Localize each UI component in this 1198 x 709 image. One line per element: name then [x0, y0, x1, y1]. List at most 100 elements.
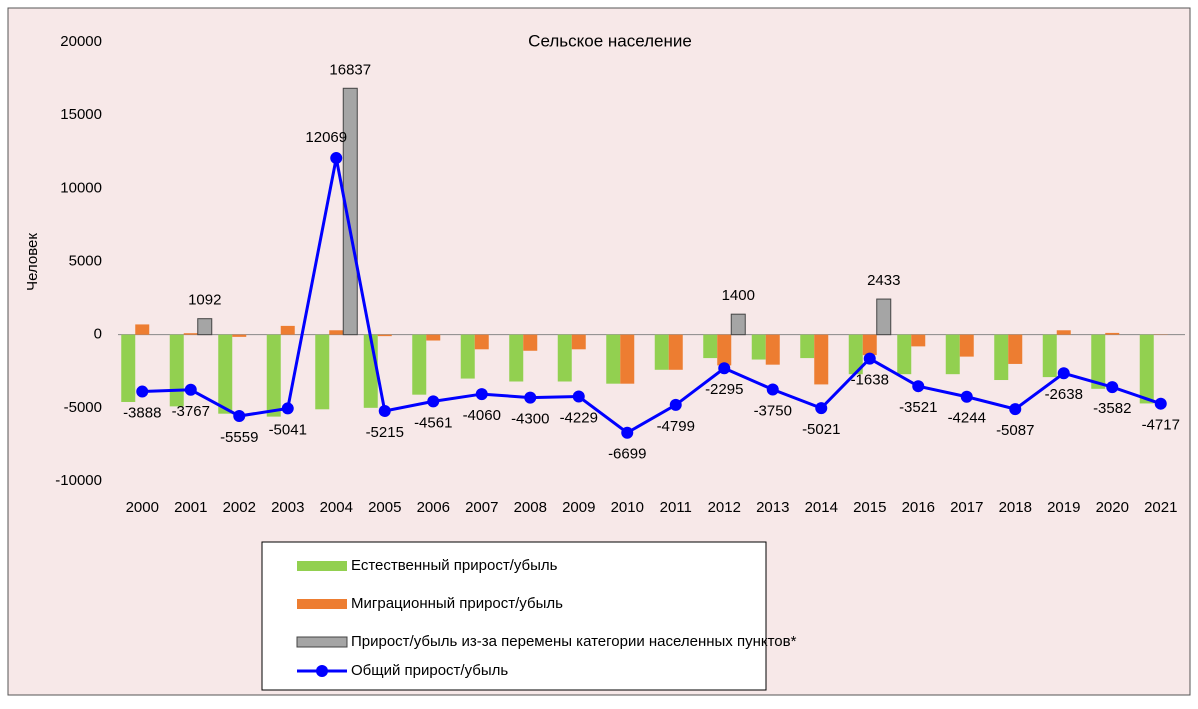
data-label: -4561 [414, 414, 452, 431]
x-tick-label: 2012 [708, 499, 741, 516]
bar [281, 326, 295, 335]
legend-marker [316, 665, 328, 677]
bar [329, 330, 343, 334]
x-tick-label: 2004 [320, 499, 353, 516]
data-label: 16837 [329, 61, 371, 78]
marker [185, 384, 197, 396]
data-label: -1638 [851, 372, 889, 389]
x-tick-label: 2006 [417, 499, 450, 516]
bar [1057, 330, 1071, 334]
y-tick-label: 20000 [60, 33, 102, 50]
x-tick-label: 2009 [562, 499, 595, 516]
legend-swatch [297, 561, 347, 571]
legend-label: Естественный прирост/убыль [351, 557, 558, 574]
bar [669, 335, 683, 370]
marker [1009, 403, 1021, 415]
marker [1106, 381, 1118, 393]
bar [267, 335, 281, 417]
data-label: -5021 [802, 421, 840, 438]
bar [1008, 335, 1022, 364]
data-label: -2638 [1045, 386, 1083, 403]
chart-title: Сельское население [528, 31, 692, 50]
data-label: 1092 [188, 292, 221, 309]
y-tick-label: 0 [94, 326, 102, 343]
data-label: 12069 [305, 129, 347, 146]
x-tick-label: 2017 [950, 499, 983, 516]
data-label: -5559 [220, 429, 258, 446]
x-tick-label: 2005 [368, 499, 401, 516]
bar [558, 335, 572, 382]
marker [670, 399, 682, 411]
bar [475, 335, 489, 350]
data-label: -6699 [608, 446, 646, 463]
x-tick-label: 2001 [174, 499, 207, 516]
marker [961, 391, 973, 403]
bar [814, 335, 828, 385]
x-tick-label: 2007 [465, 499, 498, 516]
data-label: -3582 [1093, 400, 1131, 417]
bar [717, 335, 731, 366]
x-tick-label: 2010 [611, 499, 644, 516]
data-label: -5215 [366, 424, 404, 441]
data-label: -3767 [172, 403, 210, 420]
y-tick-label: 10000 [60, 179, 102, 196]
marker [1058, 367, 1070, 379]
bar [232, 335, 246, 337]
data-label: -4244 [948, 410, 986, 427]
bar [731, 314, 745, 334]
data-label: -5087 [996, 422, 1034, 439]
x-tick-label: 2018 [999, 499, 1032, 516]
x-tick-label: 2002 [223, 499, 256, 516]
bar [315, 335, 329, 410]
bar [877, 299, 891, 335]
legend-label: Общий прирост/убыль [351, 662, 508, 679]
marker [815, 402, 827, 414]
marker [233, 410, 245, 422]
bar [994, 335, 1008, 380]
x-tick-label: 2008 [514, 499, 547, 516]
data-label: -4229 [560, 410, 598, 427]
legend-label: Прирост/убыль из-за перемены категории н… [351, 633, 797, 650]
marker [524, 392, 536, 404]
marker [1155, 398, 1167, 410]
bar [121, 335, 135, 402]
x-tick-label: 2003 [271, 499, 304, 516]
bar [655, 335, 669, 370]
bar [863, 335, 877, 355]
bar [606, 335, 620, 384]
bar [1043, 335, 1057, 377]
bar [184, 333, 198, 334]
y-tick-label: -5000 [64, 399, 102, 416]
marker [621, 427, 633, 439]
bar [620, 335, 634, 384]
marker [330, 152, 342, 164]
legend-swatch [297, 637, 347, 647]
bar [198, 319, 212, 335]
marker [864, 353, 876, 365]
bar [1105, 333, 1119, 335]
x-tick-label: 2015 [853, 499, 886, 516]
x-tick-label: 2019 [1047, 499, 1080, 516]
y-tick-label: 5000 [69, 252, 102, 269]
bar [426, 335, 440, 341]
data-label: 2433 [867, 272, 900, 289]
bar [135, 324, 149, 334]
data-label: -3750 [754, 403, 792, 420]
y-tick-label: -10000 [55, 472, 102, 489]
bar [378, 335, 392, 336]
marker [379, 405, 391, 417]
marker [476, 388, 488, 400]
x-tick-label: 2021 [1144, 499, 1177, 516]
data-label: -3521 [899, 399, 937, 416]
x-tick-label: 2020 [1096, 499, 1129, 516]
data-label: 1400 [722, 287, 755, 304]
marker [573, 391, 585, 403]
bar [572, 335, 586, 350]
data-label: -5041 [269, 421, 307, 438]
bar [170, 335, 184, 407]
x-tick-label: 2011 [660, 499, 692, 516]
x-tick-label: 2013 [756, 499, 789, 516]
data-label: -4060 [463, 407, 501, 424]
y-tick-label: 15000 [60, 106, 102, 123]
